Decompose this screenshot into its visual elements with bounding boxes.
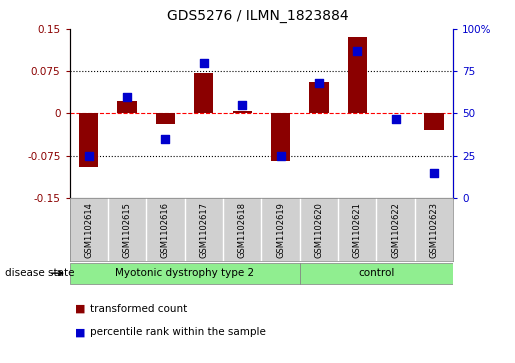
Text: disease state: disease state <box>5 268 75 278</box>
Text: control: control <box>358 268 394 278</box>
Text: GSM1102620: GSM1102620 <box>315 202 323 257</box>
FancyBboxPatch shape <box>70 262 300 284</box>
Bar <box>310 82 329 113</box>
Point <box>123 94 131 99</box>
Point <box>277 153 285 159</box>
Text: Myotonic dystrophy type 2: Myotonic dystrophy type 2 <box>115 268 254 278</box>
Bar <box>271 113 290 161</box>
Text: transformed count: transformed count <box>90 303 187 314</box>
Text: GSM1102621: GSM1102621 <box>353 202 362 257</box>
Bar <box>348 37 367 113</box>
Point <box>200 60 208 66</box>
Bar <box>117 101 136 113</box>
Point <box>84 153 93 159</box>
Text: GSM1102616: GSM1102616 <box>161 201 170 258</box>
FancyBboxPatch shape <box>300 262 453 284</box>
Text: ■: ■ <box>75 303 85 314</box>
Text: GSM1102614: GSM1102614 <box>84 202 93 257</box>
Point <box>238 102 246 108</box>
Point <box>353 48 362 54</box>
Text: GDS5276 / ILMN_1823884: GDS5276 / ILMN_1823884 <box>167 9 348 23</box>
Text: GSM1102623: GSM1102623 <box>430 201 438 258</box>
Point <box>315 80 323 86</box>
Text: GSM1102622: GSM1102622 <box>391 202 400 257</box>
Bar <box>194 73 213 113</box>
Bar <box>233 111 252 113</box>
Point <box>430 170 438 175</box>
Bar <box>424 113 443 130</box>
Point <box>391 115 400 121</box>
Text: GSM1102615: GSM1102615 <box>123 202 131 257</box>
Text: GSM1102619: GSM1102619 <box>276 202 285 257</box>
Text: GSM1102617: GSM1102617 <box>199 201 208 258</box>
Text: percentile rank within the sample: percentile rank within the sample <box>90 327 266 337</box>
Text: ■: ■ <box>75 327 85 337</box>
Point <box>161 136 169 142</box>
Bar <box>156 113 175 123</box>
Text: GSM1102618: GSM1102618 <box>238 201 247 258</box>
Bar <box>79 113 98 167</box>
